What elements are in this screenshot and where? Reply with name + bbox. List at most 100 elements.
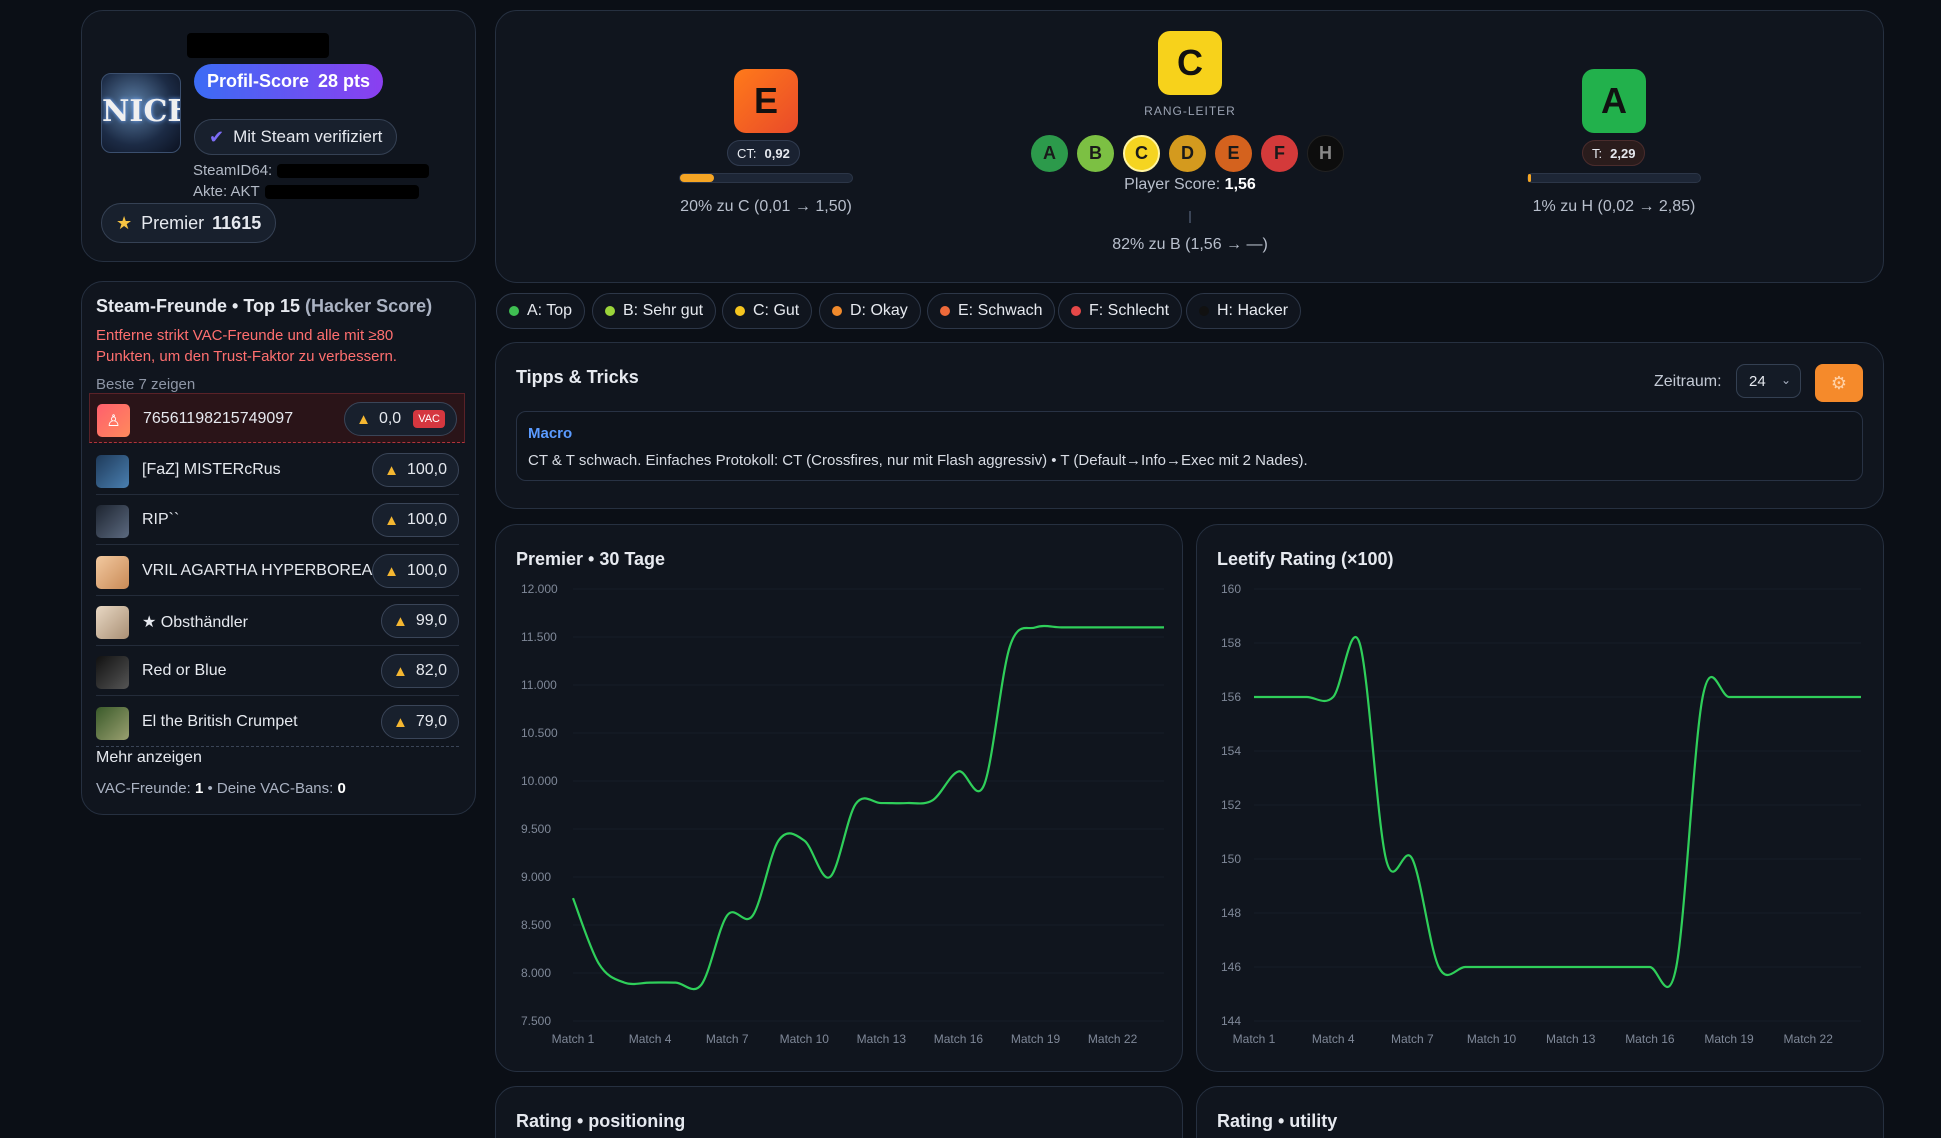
settings-button[interactable]: ⚙: [1815, 364, 1863, 402]
ladder-h: H: [1307, 135, 1344, 172]
rating-utility-title: Rating • utility: [1217, 1111, 1338, 1131]
ladder-d: D: [1169, 135, 1206, 172]
leetify-line-chart: 160 158 156 154 152 150 148 146 144 Match 1 Match …: [1221, 582, 1861, 1046]
checkmark-icon: ✔: [209, 126, 225, 147]
akte-label: Akte: AKT: [193, 183, 260, 200]
friends-footer: VAC-Freunde: 1 • Deine VAC-Bans: 0: [96, 780, 346, 797]
y-tick-label: 12.000: [521, 582, 558, 596]
steam-verified-badge: ✔ Mit Steam verifiziert: [194, 119, 398, 155]
legend-h: H: Hacker: [1186, 293, 1302, 329]
show-more-link[interactable]: Mehr anzeigen: [96, 749, 202, 766]
macro-title: Macro: [528, 425, 573, 442]
overall-grade-box: C: [1158, 31, 1222, 95]
series-line: [571, 624, 1164, 991]
steamid-label: SteamID64:: [193, 162, 273, 179]
ct-grade-box: E: [734, 69, 798, 133]
y-tick-label: 10.500: [521, 726, 558, 740]
profile-score-value: 28 pts: [318, 71, 371, 91]
t-progress-text: 1% zu H (0,02 → 2,85): [1532, 198, 1696, 215]
ct-progress-bar: [679, 173, 853, 183]
hacker-score-chip: ▲ 100,0: [372, 554, 459, 588]
t-grade-box: A: [1582, 69, 1646, 133]
friend-row[interactable]: El the British Crumpet ▲ 79,0: [96, 697, 459, 747]
y-tick-label: 11.500: [521, 630, 557, 644]
y-tick-label: 150: [1221, 852, 1241, 866]
friend-avatar: [96, 606, 129, 639]
warning-icon: ▲: [384, 562, 399, 580]
chevron-down-icon: ⌄: [1780, 373, 1791, 387]
warning-icon: ▲: [384, 461, 399, 479]
y-tick-label: 154: [1221, 744, 1241, 758]
warning-icon: ▲: [393, 713, 408, 731]
ladder-b: B: [1077, 135, 1114, 172]
y-tick-label: 146: [1221, 960, 1241, 974]
friend-name: ★ Obsthändler: [142, 614, 248, 631]
redacted-akte: [265, 185, 419, 199]
friend-name: VRIL AGARTHA HYPERBOREA: [142, 562, 373, 579]
premier-chart-card: 12.000 11.500 11.000 10.500 10.000 9.500 9.000…: [495, 524, 1183, 1072]
friend-row[interactable]: ★ Obsthändler ▲ 99,0: [96, 596, 459, 646]
ladder-f: F: [1261, 135, 1298, 172]
friend-row[interactable]: Red or Blue ▲ 82,0: [96, 646, 459, 696]
friend-row[interactable]: ♙ 76561198215749097 ▲ 0,0 VAC: [89, 393, 465, 443]
t-progress-bar: [1527, 173, 1701, 183]
show-best-link[interactable]: Beste 7 zeigen: [96, 376, 196, 393]
y-tick-label: 8.500: [521, 918, 551, 932]
macro-tip-box: Macro CT & T schwach. Einfaches Protokol…: [516, 411, 1863, 481]
t-value-chip: T: 2,29: [1582, 140, 1646, 166]
zeitraum-value: 24: [1749, 373, 1766, 390]
y-tick-label: 160: [1221, 582, 1241, 596]
hacker-score-chip: ▲ 0,0 VAC: [344, 402, 457, 436]
leetify-chart-card: 160 158 156 154 152 150 148 146 144 Match 1 Match …: [1196, 524, 1884, 1072]
rating-positioning-card: Rating • positioning: [495, 1086, 1183, 1138]
hacker-score-chip: ▲ 100,0: [372, 453, 459, 487]
rank-card: E CT: 0,92 20% zu C (0,01 → 1,50) C RANG-…: [495, 10, 1884, 283]
warning-icon: ▲: [393, 662, 408, 680]
warning-icon: ▲: [356, 410, 371, 428]
warning-icon: ▲: [393, 612, 408, 630]
hacker-score-chip: ▲ 100,0: [372, 503, 459, 537]
hacker-score-chip: ▲ 82,0: [381, 654, 459, 688]
x-tick-label: Match 10: [780, 1032, 830, 1046]
x-tick-label: Match 19: [1704, 1032, 1754, 1046]
friends-title: Steam-Freunde • Top 15 (Hacker Score): [96, 296, 433, 316]
ct-value-chip: CT: 0,92: [727, 140, 800, 166]
warning-icon: ▲: [384, 511, 399, 529]
friend-row[interactable]: VRIL AGARTHA HYPERBOREA ▲ 100,0: [96, 546, 459, 596]
y-tick-label: 10.000: [521, 774, 558, 788]
friend-row[interactable]: RIP`` ▲ 100,0: [96, 495, 459, 545]
friend-avatar: [96, 455, 129, 488]
player-score: Player Score: 1,56: [1124, 176, 1256, 193]
y-tick-label: 7.500: [521, 1014, 551, 1028]
steam-friends-card: Steam-Freunde • Top 15 (Hacker Score) En…: [81, 281, 476, 815]
premier-value: 11615: [212, 212, 262, 233]
zeitraum-select[interactable]: 24 ⌄: [1736, 364, 1801, 398]
gear-icon: ⚙: [1830, 372, 1848, 393]
premier-badge: ★ Premier 11615: [101, 203, 277, 243]
ladder-e: E: [1215, 135, 1252, 172]
friend-name: 76561198215749097: [143, 410, 294, 427]
y-tick-label: 8.000: [521, 966, 551, 980]
legend-f: F: Schlecht: [1058, 293, 1183, 329]
friend-avatar: [96, 556, 129, 589]
x-tick-label: Match 19: [1011, 1032, 1061, 1046]
friend-row[interactable]: [FaZ] MISTERcRus ▲ 100,0: [96, 445, 459, 495]
ct-progress-text: 20% zu C (0,01 → 1,50): [680, 198, 852, 215]
friend-avatar: [96, 656, 129, 689]
friend-avatar: [96, 505, 129, 538]
hacker-score: 100,0: [406, 461, 447, 478]
vac-badge: VAC: [413, 410, 445, 428]
redacted-username: [187, 33, 329, 58]
overall-progress-text: 82% zu B (1,56 → —): [1112, 236, 1268, 253]
steamid-line: SteamID64:: [193, 162, 272, 179]
verified-label: Mit Steam verifiziert: [233, 127, 383, 146]
x-tick-label: Match 22: [1088, 1032, 1138, 1046]
premier-label: Premier: [141, 212, 205, 233]
hacker-score: 100,0: [406, 562, 447, 579]
friend-avatar: [96, 707, 129, 740]
x-tick-label: Match 22: [1784, 1032, 1834, 1046]
user-icon: ♙: [97, 404, 130, 437]
x-tick-label: Match 4: [1312, 1032, 1355, 1046]
avatar: NICE: [101, 73, 181, 153]
hacker-score: 0,0: [378, 410, 402, 427]
